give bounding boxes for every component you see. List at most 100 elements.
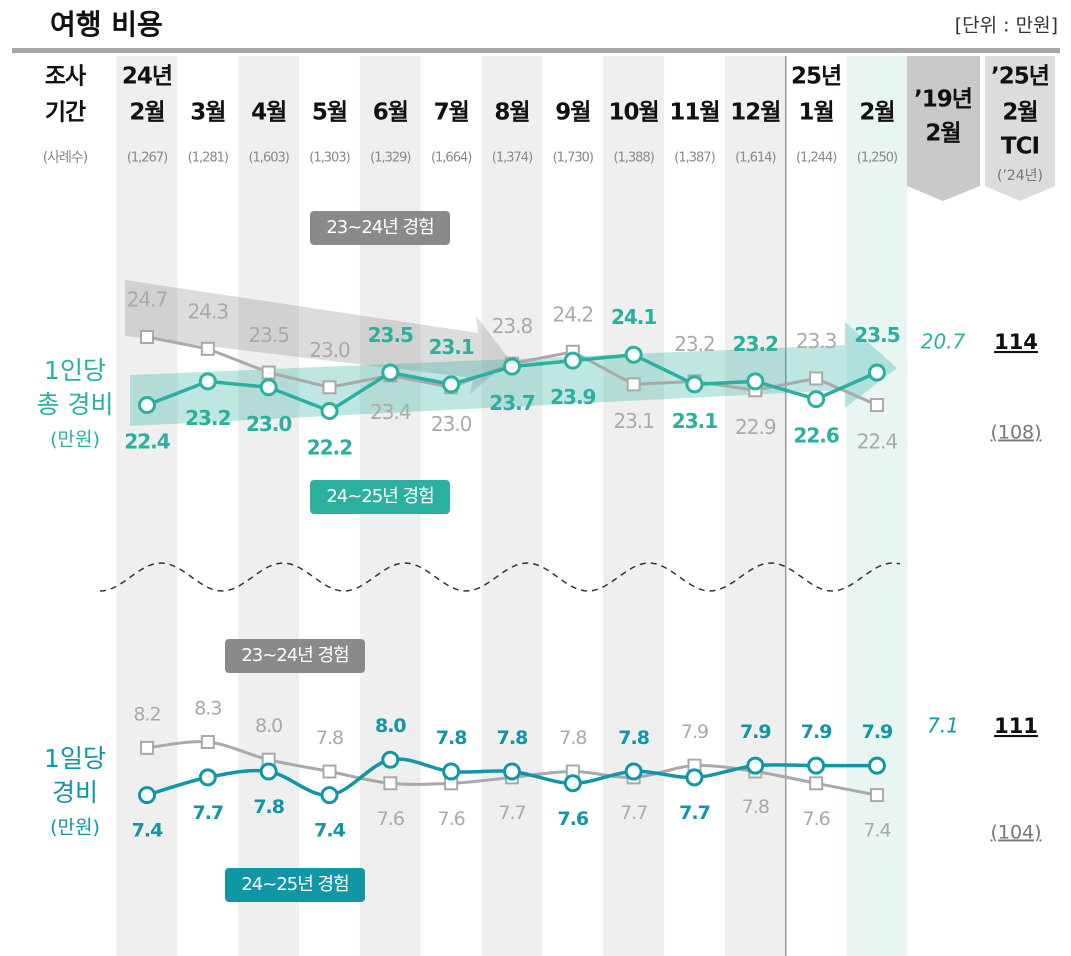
value-label: 8.0	[255, 715, 282, 737]
value-label: 22.9	[735, 415, 776, 439]
sample-size: (1,267)	[127, 151, 167, 166]
sample-size: (1,614)	[735, 151, 775, 166]
marker	[809, 371, 824, 386]
value-label: 23.5	[248, 323, 289, 347]
marker	[381, 363, 400, 382]
legend-box	[310, 211, 450, 245]
legend-box	[225, 868, 365, 902]
sample-label: (사례수)	[43, 150, 88, 166]
marker	[198, 372, 217, 391]
sample-size: (1,387)	[674, 151, 714, 166]
marker	[685, 375, 704, 394]
value-label: 7.4	[132, 820, 163, 842]
value-label: 23.0	[246, 412, 291, 436]
marker	[383, 776, 398, 791]
value-label: 7.6	[377, 808, 404, 830]
column-stripe	[116, 56, 178, 956]
col-2019-banner	[907, 56, 980, 201]
chart-title: 1일당	[44, 744, 106, 773]
month-label: 6월	[373, 100, 408, 126]
month-label: 10월	[609, 100, 659, 126]
marker	[563, 351, 582, 370]
value-label: 8.0	[375, 715, 406, 737]
value-label: 7.6	[803, 808, 830, 830]
header-rule	[12, 48, 1060, 53]
sample-size: (1,244)	[796, 151, 836, 166]
trend-arrow	[125, 280, 510, 394]
unit-label: [단위 : 만원]	[955, 15, 1058, 37]
value-label: 7.6	[438, 808, 465, 830]
sample-size: (1,388)	[613, 151, 653, 166]
value-label: 7.8	[316, 727, 343, 749]
value-label: 24.7	[127, 287, 168, 311]
col-tci-banner	[985, 56, 1055, 201]
value-label: 7.7	[620, 802, 647, 824]
period-label: 조사	[45, 64, 86, 90]
value-2019: 20.7	[921, 330, 966, 354]
value-label: 23.1	[613, 409, 654, 433]
marker	[198, 768, 217, 787]
value-label: 22.2	[307, 435, 352, 459]
marker	[624, 345, 643, 364]
highlight-column	[846, 56, 908, 956]
value-label: 7.9	[740, 721, 771, 743]
marker	[624, 762, 643, 781]
break-line	[99, 562, 901, 592]
sample-size: (1,329)	[370, 151, 410, 166]
sample-size: (1,250)	[857, 151, 897, 166]
value-label: 23.3	[796, 329, 837, 353]
marker	[626, 377, 641, 392]
sample-size: (1,374)	[492, 151, 532, 166]
marker	[867, 756, 886, 775]
chart-title: 1인당	[44, 356, 106, 385]
marker	[563, 774, 582, 793]
col-2019-label: ’19년	[914, 87, 972, 113]
marker	[140, 740, 154, 755]
value-label: 23.5	[854, 323, 899, 347]
marker	[200, 341, 215, 356]
month-label: 7월	[434, 100, 469, 126]
tci-value: 111	[994, 714, 1038, 738]
value-label: 7.9	[681, 721, 708, 743]
value-label: 7.8	[436, 727, 467, 749]
marker	[140, 329, 154, 344]
year-label: 25년	[791, 64, 841, 90]
marker	[138, 786, 156, 805]
col-tci-label: 2월	[1002, 100, 1037, 126]
value-label: 24.2	[553, 302, 594, 326]
marker	[442, 375, 461, 394]
value-label: 7.8	[253, 796, 284, 818]
legend-label: 24~25년 경험	[326, 486, 433, 507]
marker	[261, 365, 276, 380]
value-label: 8.2	[133, 703, 160, 725]
marker	[259, 378, 278, 397]
legend-label: 23~24년 경험	[241, 645, 348, 666]
col-tci-label: ’25년	[991, 64, 1049, 90]
value-label: 7.4	[863, 820, 891, 842]
legend-box	[310, 480, 450, 514]
month-label: 9월	[555, 100, 590, 126]
marker	[502, 357, 521, 376]
col-tci-label: TCI	[1001, 134, 1039, 160]
sample-size: (1,730)	[553, 151, 593, 166]
value-label: 7.6	[557, 808, 588, 830]
marker	[685, 768, 704, 787]
col-tci-note: (’24년)	[997, 168, 1043, 184]
col-2019-label: 2월	[925, 121, 960, 147]
marker	[807, 390, 826, 409]
value-label: 7.4	[314, 820, 345, 842]
value-label: 24.3	[188, 299, 229, 323]
marker	[320, 786, 339, 805]
marker	[442, 762, 461, 781]
value-label: 7.8	[497, 727, 528, 749]
value-label: 23.4	[370, 400, 411, 424]
sample-size: (1,303)	[309, 151, 349, 166]
month-label: 4월	[251, 100, 286, 126]
value-label: 23.1	[672, 409, 717, 433]
chart-title: 경비	[52, 778, 98, 807]
year-label: 24년	[122, 64, 172, 90]
marker	[322, 764, 337, 779]
month-label: 3월	[190, 100, 225, 126]
marker	[138, 396, 156, 415]
